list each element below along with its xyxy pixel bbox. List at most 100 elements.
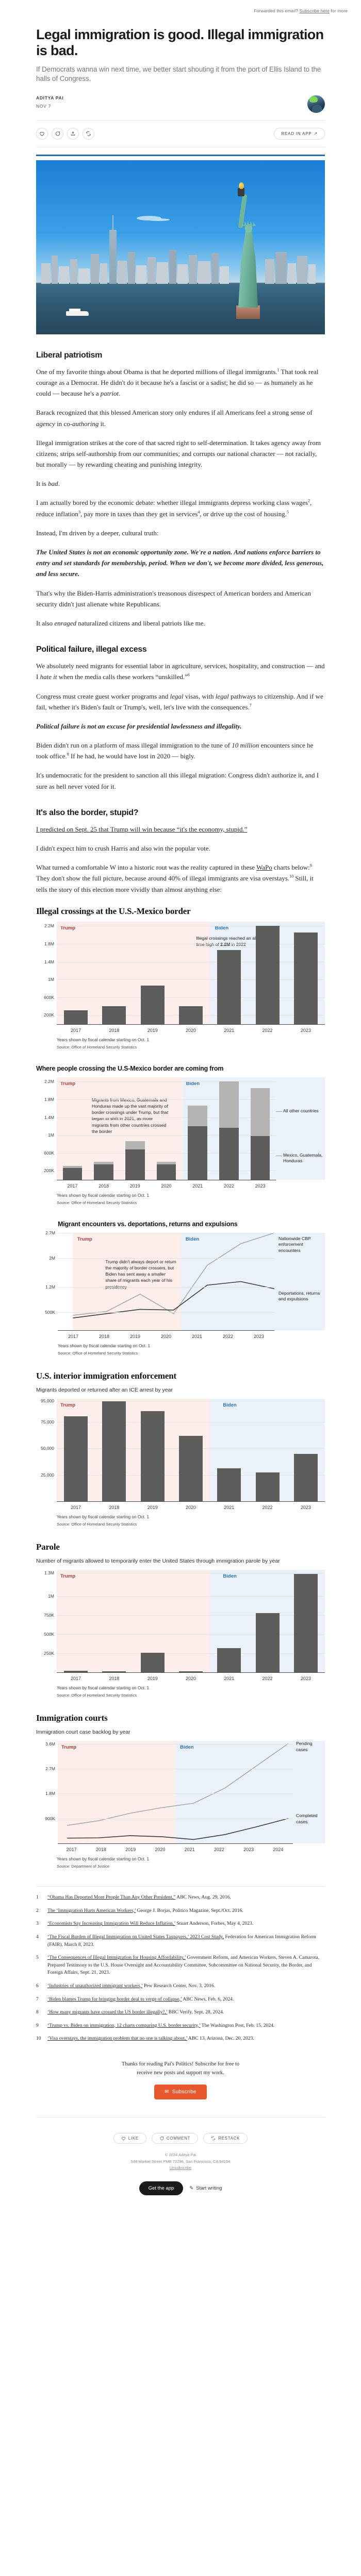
read-in-app-button[interactable]: READ IN APP ↗ [274, 127, 325, 140]
restack-icon[interactable] [83, 127, 94, 140]
footer-like-button[interactable]: LIKE [113, 2133, 146, 2144]
bar-cell [88, 1077, 120, 1180]
y-tick-label: 75,000 [41, 1419, 54, 1425]
chart-5-subtitle: Number of migrants allowed to temporaril… [36, 1557, 280, 1564]
p5-part-c: , pay more in taxes than they get in ser… [80, 510, 198, 518]
footnote-citation: BBC Verify, Sept. 28, 2024. [167, 2009, 224, 2015]
divider [36, 120, 325, 121]
comment-icon[interactable] [52, 127, 63, 140]
line-series [67, 1744, 288, 1826]
x-tick-label: 2024 [273, 1847, 284, 1853]
cta-line-2: receive new posts and support my work. [137, 2070, 224, 2076]
footer-unsubscribe[interactable]: Unsubscribe [169, 2165, 192, 2170]
footnote-ref-4[interactable]: 4 [198, 510, 200, 515]
footnote-ref-5[interactable]: 5 [287, 510, 289, 515]
bar-segment-other [125, 1141, 145, 1149]
bar-group [57, 1399, 325, 1501]
footnote-link[interactable]: ‘The Consequences of Illegal Immigration… [47, 1955, 186, 1961]
footer-comment-button[interactable]: COMMENT [151, 2133, 199, 2144]
bar [217, 950, 241, 1024]
chart-3-x-axis: 2017 2018 2019 2020 2021 2022 2023 [58, 1331, 274, 1339]
restack-icon [211, 2137, 216, 2141]
footnote-ref-3[interactable]: 3 [78, 510, 80, 515]
share-icon[interactable] [67, 127, 79, 140]
bar-cell [95, 1570, 133, 1673]
bar-cell [134, 922, 172, 1024]
y-tick-label: 600K [44, 1150, 54, 1156]
footer-restack-button[interactable]: RESTACK [203, 2133, 248, 2144]
chart-4-subtitle: Migrants deported or returned after an I… [36, 1386, 173, 1393]
harbor-water [36, 283, 325, 334]
x-tick-label: 2017 [68, 1333, 79, 1339]
footnote-ref-9[interactable]: 9 [309, 863, 312, 868]
p10-part-b: when the media calls these workers “unsk… [57, 673, 188, 681]
subscribe-button[interactable]: ✉ Subscribe [154, 2084, 207, 2100]
footnote-number: 10 [36, 2036, 41, 2042]
p11-em-legal-1: legal [170, 692, 184, 700]
footnote-citation: George J. Borjas, Politico Magazine, Sep… [136, 1907, 243, 1913]
footnote-link[interactable]: ‘The Fiscal Burden of Illegal Immigratio… [47, 1934, 224, 1940]
chart-6-source: Source: Department of Justice [57, 1864, 110, 1869]
footnote-ref-6[interactable]: 6 [187, 673, 190, 678]
footnote-link[interactable]: ‘Trump vs. Biden on immigration, 12 char… [47, 2022, 201, 2028]
footnote-link[interactable]: ‘Economists Say Increasing Immigration W… [47, 1921, 175, 1927]
footnote-ref-10[interactable]: 10 [289, 874, 294, 879]
wapo-link[interactable]: WaPo [256, 863, 272, 872]
footnote-link[interactable]: ‘Visa overstays, the immigration problem… [47, 2036, 188, 2042]
bar-cell [210, 922, 248, 1024]
footnote-link[interactable]: ‘Industries of unauthorized immigrant wo… [47, 1982, 143, 1989]
subscribe-here-link[interactable]: Subscribe here [299, 8, 330, 13]
y-tick-label: 1.2M [45, 1284, 55, 1290]
paragraph-3: Illegal immigration strikes at the core … [36, 438, 321, 469]
footnote-ref-2[interactable]: 2 [308, 499, 310, 504]
paragraph-1: One of my favorite things about Obama is… [36, 366, 325, 399]
bar-cell [57, 1077, 88, 1180]
x-tick-label: 2023 [300, 1504, 311, 1510]
chart-5-era-trump: Trump [60, 1573, 76, 1580]
x-tick-label: 2021 [224, 1504, 235, 1510]
like-icon[interactable] [36, 127, 48, 140]
bar-cell [57, 1570, 95, 1673]
p17-part-d: Still, it tells the story of this electi… [36, 874, 314, 893]
p17-part-c: They don't show the full picture, becaus… [36, 874, 290, 883]
avatar[interactable] [307, 95, 325, 113]
footnote-link[interactable]: ‘How many migrants have crossed the US b… [47, 2009, 168, 2015]
bar-cell [134, 1570, 172, 1673]
paragraph-14: It's undemocratic for the president to s… [36, 771, 319, 790]
gridline [58, 1793, 293, 1794]
nyc-skyline [36, 215, 325, 284]
x-tick-label: 2022 [223, 1183, 234, 1189]
start-writing-button[interactable]: ✎ Start writing [189, 2185, 222, 2191]
x-tick-label: 2019 [125, 1847, 136, 1853]
chart-1-era-biden: Biden [215, 925, 229, 931]
x-tick-label: 2022 [214, 1847, 224, 1853]
footnote-ref-7[interactable]: 7 [249, 703, 252, 708]
prediction-link[interactable]: I predicted on Sept. 25 that Trump will … [36, 825, 248, 833]
p17-part-b: charts below: [272, 863, 310, 872]
paragraph-11: Congress must create guest worker progra… [36, 691, 325, 713]
statue-of-liberty [231, 181, 265, 319]
y-tick-label: 1M [48, 977, 54, 982]
footnote-link[interactable]: The ‘Immigration Hurts American Workers,… [47, 1907, 136, 1913]
bar-cell [248, 1570, 286, 1673]
footnote-text: “Obama Has Deported More People Than Any… [47, 1894, 231, 1902]
chart-2-era-trump: Trump [60, 1080, 76, 1087]
p13-part-a: Biden didn't run on a platform of mass i… [36, 741, 232, 750]
chart-6-legend-pending: Pending cases [296, 1741, 313, 1752]
footnote-link[interactable]: ‘Biden blames Trump for bringing border … [47, 1996, 182, 2002]
footnote-ref-8[interactable]: 8 [67, 752, 69, 757]
footnote-ref-1[interactable]: 1 [277, 367, 280, 372]
paragraph-16: I didn't expect him to crush Harris and … [36, 844, 210, 853]
x-tick-label: 2020 [185, 1676, 196, 1682]
get-the-app-button[interactable]: Get the app [139, 2181, 184, 2195]
chart-6-legend-completed: Completed cases [296, 1813, 318, 1824]
p4-part-b: . [58, 480, 60, 488]
y-tick-label: 1.4M [44, 959, 54, 964]
chart-4-x-axis: 2017 2018 2019 2020 2021 2022 2023 [57, 1502, 325, 1510]
x-tick-label: 2019 [147, 1504, 158, 1510]
footnote-text: ‘Industries of unauthorized immigrant wo… [47, 1982, 215, 1990]
page-title: Legal immigration is good. Illegal immig… [36, 27, 324, 58]
footnote-link[interactable]: “Obama Has Deported More People Than Any… [47, 1894, 176, 1901]
footnote-item: 1 “Obama Has Deported More People Than An… [36, 1894, 325, 1902]
author-name[interactable]: ADITYA PAI [36, 95, 64, 100]
